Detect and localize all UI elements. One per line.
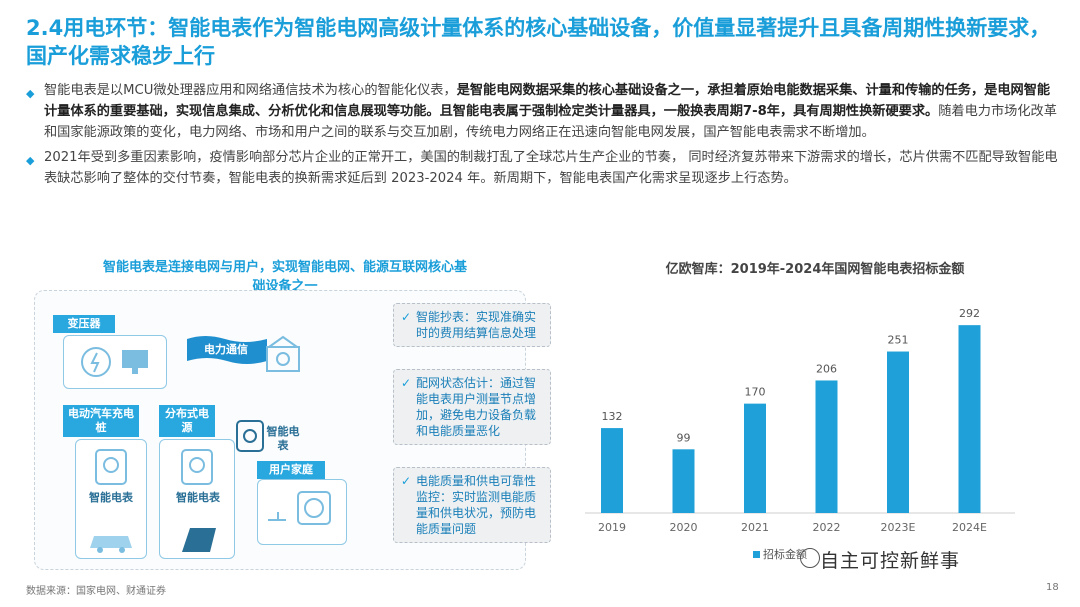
legend-label: 招标金额 — [763, 547, 807, 561]
x-tick-label: 2020 — [670, 521, 698, 534]
transformer-block — [63, 335, 167, 389]
check-icon: ✓ — [401, 310, 412, 324]
ev-label: 电动汽车充电桩 — [63, 405, 139, 437]
bar — [958, 325, 981, 513]
ev-block — [75, 439, 147, 559]
wechat-icon — [800, 548, 820, 568]
page-number: 18 — [1046, 582, 1059, 593]
comm-flag-icon — [187, 336, 267, 364]
x-tick-label: 2022 — [813, 521, 841, 534]
diamond-bullet-icon: ◆ — [26, 87, 35, 100]
x-tick-label: 2021 — [741, 521, 769, 534]
check-icon: ✓ — [401, 474, 412, 488]
data-label: 292 — [959, 307, 980, 320]
callout-quality-monitor: ✓ 电能质量和供电可靠性监控：实时监测电能质量和供电状况，预防电能质量问题 — [393, 467, 551, 543]
comm-label: 电力通信 — [204, 343, 248, 356]
dist-label: 分布式电源 — [159, 405, 215, 437]
data-label: 170 — [745, 386, 766, 399]
dist-meter-label: 智能电表 — [176, 491, 220, 504]
callout-smart-reading: ✓ 智能抄表：实现准确实时的费用结算信息处理 — [393, 303, 551, 347]
home-block — [257, 479, 347, 545]
bullet-bold-text: 是智能电网数据采集的核心基础设备之一，承担着原始电能数据采集、计量和传输的任务，… — [44, 83, 1051, 119]
meter-icon — [95, 449, 127, 485]
bullet-text: 2021年受到多重因素影响，疫情影响部分芯片企业的正常开工，美国的制裁打乱了全球… — [44, 150, 1058, 186]
bullet-item: ◆ 2021年受到多重因素影响，疫情影响部分芯片企业的正常开工，美国的制裁打乱了… — [26, 147, 1062, 189]
bar — [815, 380, 838, 513]
bullet-text: 智能电表是以MCU微处理器应用和网络通信技术为核心的智能化仪表， — [44, 83, 457, 98]
data-label: 99 — [677, 431, 691, 444]
ev-car-icon — [90, 536, 132, 553]
x-tick-label: 2019 — [598, 521, 626, 534]
bar — [887, 351, 909, 513]
diagram-panel: 变压器 电力通信 电动汽车充电桩 智能电表 分布式电源 — [34, 290, 551, 570]
mid-meter-label: 智能电表 — [266, 425, 300, 452]
check-icon: ✓ — [401, 376, 412, 390]
antenna-icon — [266, 335, 300, 372]
transformer-label: 变压器 — [53, 315, 115, 333]
home-label: 用户家庭 — [257, 461, 325, 479]
data-label: 132 — [602, 410, 623, 423]
bullet-list: ◆ 智能电表是以MCU微处理器应用和网络通信技术为核心的智能化仪表，是智能电网数… — [26, 80, 1062, 193]
diamond-bullet-icon: ◆ — [26, 154, 35, 167]
callout-grid-estimation: ✓ 配网状态估计：通过智能电表用户测量节点增加，避免电力设备负载和电能质量恶化 — [393, 369, 551, 445]
data-label: 206 — [816, 362, 837, 375]
bullet-text: 随着电力市场化改革和国家能源政策的变化，电力网络、市场和用户之间的联系与交互加剧… — [44, 104, 1057, 140]
meter-icon — [181, 449, 213, 485]
transformer-icon — [81, 347, 148, 377]
meter-icon — [236, 420, 264, 452]
ev-meter-label: 智能电表 — [89, 491, 133, 504]
solar-panel-icon — [182, 528, 216, 552]
watermark-text: 自主可控新鲜事 — [820, 550, 961, 572]
page-title: 2.4用电环节：智能电表作为智能电网高级计量体系的核心基础设备，价值量显著提升且… — [26, 16, 1051, 68]
bar-chart: 132 2019 99 2020 170 2021 206 2022 251 2023E 292 20… — [585, 307, 1015, 561]
x-tick-label: 2023E — [881, 521, 916, 534]
dist-block — [159, 439, 235, 559]
legend-swatch — [753, 551, 760, 558]
data-label: 251 — [888, 334, 909, 347]
bar — [601, 428, 623, 513]
bar — [744, 403, 766, 513]
plug-icon — [268, 491, 331, 525]
source-note: 数据来源：国家电网、财通证券 — [26, 586, 166, 597]
bar — [672, 449, 695, 513]
chart-title: 亿欧智库：2019年-2024年国网智能电表招标金额 — [665, 262, 965, 277]
bullet-item: ◆ 智能电表是以MCU微处理器应用和网络通信技术为核心的智能化仪表，是智能电网数… — [26, 80, 1062, 143]
x-tick-label: 2024E — [952, 521, 987, 534]
